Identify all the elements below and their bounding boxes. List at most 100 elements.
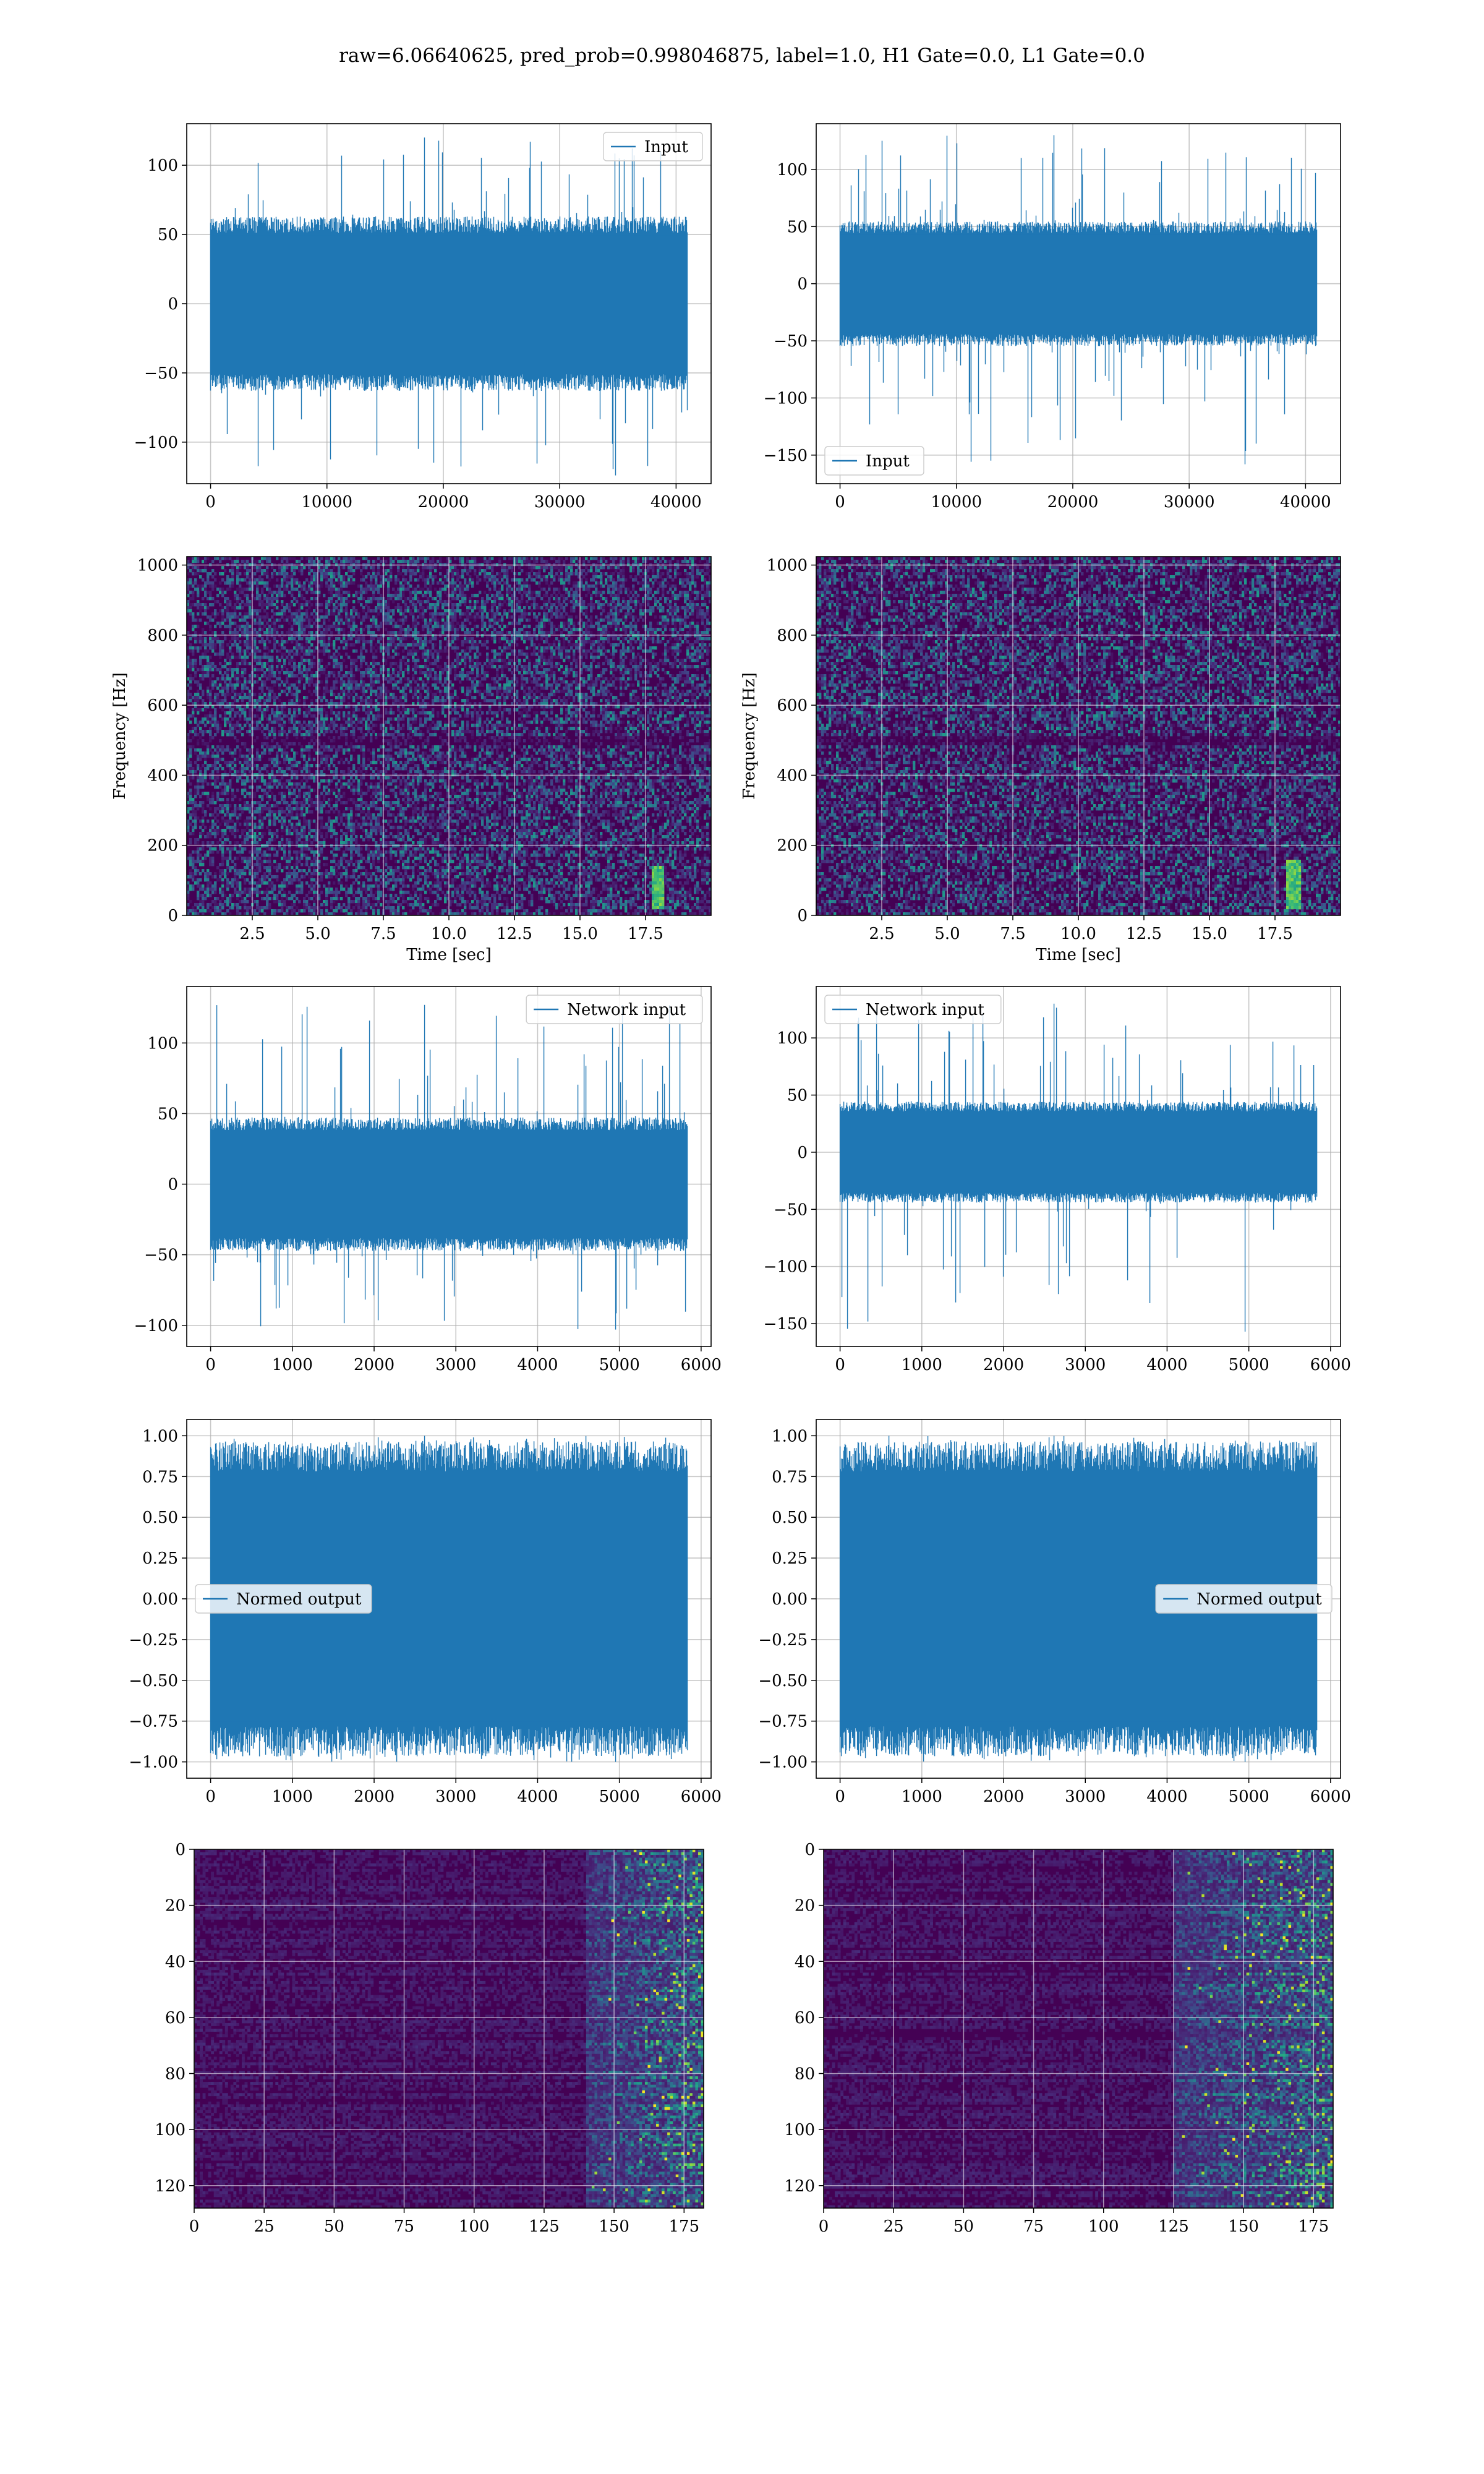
x-tick-label: 150: [1228, 2217, 1259, 2236]
legend: Normed output: [195, 1585, 372, 1613]
y-tick-label: 400: [777, 766, 808, 785]
y-tick-label: −0.50: [758, 1672, 808, 1690]
y-tick-label: 1000: [767, 557, 808, 575]
x-tick-label: 125: [529, 2217, 560, 2236]
x-tick-label: 150: [599, 2217, 629, 2236]
y-tick-label: 0: [797, 1144, 808, 1162]
y-tick-label: 800: [147, 627, 178, 645]
x-tick-label: 3000: [435, 1356, 476, 1374]
y-tick-label: 100: [147, 156, 178, 175]
y-tick-label: 20: [165, 1897, 186, 1915]
x-tick-label: 15.0: [1192, 925, 1227, 943]
x-tick-label: 5000: [1229, 1356, 1269, 1374]
x-tick-label: 2000: [354, 1787, 394, 1806]
y-tick-label: −50: [774, 1201, 808, 1219]
y-tick-label: 0: [797, 275, 808, 294]
y-tick-label: −0.75: [758, 1713, 808, 1731]
y-tick-label: 600: [147, 696, 178, 715]
x-tick-label: 12.5: [497, 925, 532, 943]
legend: Network input: [825, 995, 1001, 1024]
y-tick-label: 0: [168, 295, 178, 314]
y-tick-label: 0.75: [142, 1468, 178, 1486]
x-tick-label: 30000: [1164, 493, 1215, 511]
x-tick-label: 4000: [1146, 1356, 1187, 1374]
x-tick-label: 1000: [272, 1787, 313, 1806]
x-tick-label: 175: [1298, 2217, 1329, 2236]
x-tick-label: 0: [835, 493, 845, 511]
y-tick-label: 100: [777, 161, 808, 179]
x-tick-label: 50: [324, 2217, 344, 2236]
x-tick-label: 0: [835, 1787, 845, 1806]
x-tick-label: 30000: [534, 493, 586, 511]
y-tick-label: 0: [168, 1176, 178, 1194]
x-tick-label: 0: [205, 1787, 216, 1806]
legend-label: Network input: [567, 1001, 686, 1019]
x-axis-label: Time [sec]: [1036, 946, 1121, 964]
x-tick-label: 20000: [418, 493, 469, 511]
y-tick-label: 40: [795, 1953, 815, 1971]
x-tick-label: 5000: [599, 1356, 640, 1374]
y-tick-label: 0: [797, 907, 808, 925]
y-tick-label: 0.00: [142, 1590, 178, 1609]
x-tick-label: 1000: [902, 1356, 942, 1374]
x-tick-label: 5.0: [934, 925, 960, 943]
y-tick-label: 1.00: [772, 1427, 808, 1445]
y-tick-label: 100: [147, 1034, 178, 1053]
x-tick-label: 2000: [354, 1356, 394, 1374]
x-tick-label: 6000: [1310, 1356, 1351, 1374]
heatmap-image: [824, 1849, 1333, 2208]
y-tick-label: 800: [777, 627, 808, 645]
y-tick-label: −1.00: [129, 1753, 178, 1772]
legend-label: Normed output: [1196, 1590, 1322, 1609]
x-tick-label: 20000: [1047, 493, 1099, 511]
series-body: [840, 1113, 1317, 1191]
y-axis-label: Frequency [Hz]: [111, 672, 129, 800]
y-tick-label: 0.75: [772, 1468, 808, 1486]
y-tick-label: −100: [134, 434, 178, 452]
y-tick-label: 0.50: [772, 1509, 808, 1527]
x-tick-label: 10.0: [431, 925, 467, 943]
x-tick-label: 3000: [1065, 1787, 1106, 1806]
x-tick-label: 40000: [1280, 493, 1331, 511]
y-tick-label: −150: [764, 1315, 808, 1333]
x-tick-label: 0: [205, 1356, 216, 1374]
y-tick-label: 0.00: [772, 1590, 808, 1609]
x-tick-label: 175: [668, 2217, 699, 2236]
legend-label: Input: [644, 138, 688, 156]
legend: Input: [603, 132, 702, 161]
x-tick-label: 1000: [272, 1356, 313, 1374]
x-tick-label: 0: [835, 1356, 845, 1374]
y-tick-label: −100: [764, 389, 808, 408]
x-tick-label: 25: [254, 2217, 275, 2236]
x-tick-label: 5.0: [305, 925, 330, 943]
x-tick-label: 25: [884, 2217, 904, 2236]
series-body: [840, 235, 1317, 333]
y-tick-label: −0.75: [129, 1713, 178, 1731]
y-tick-label: −150: [764, 447, 808, 465]
x-tick-label: 40000: [650, 493, 702, 511]
legend: Normed output: [1156, 1585, 1332, 1613]
y-tick-label: 100: [784, 2121, 815, 2139]
y-tick-label: 0: [175, 1841, 186, 1859]
chart-h1-spectrogram: 2.5 5.0 7.5 10.0 12.5 15.0 17.5020040060080010…: [111, 557, 711, 964]
y-tick-label: −0.50: [129, 1672, 178, 1690]
x-tick-label: 1000: [902, 1787, 942, 1806]
y-tick-label: −100: [134, 1317, 178, 1335]
x-tick-label: 100: [459, 2217, 490, 2236]
figure-suptitle: raw=6.06640625, pred_prob=0.998046875, l…: [339, 45, 1145, 67]
chart-l1-spectrogram: 2.5 5.0 7.5 10.0 12.5 15.0 17.5020040060080010…: [740, 557, 1341, 964]
y-tick-label: 200: [777, 837, 808, 855]
x-tick-label: 3000: [1065, 1356, 1106, 1374]
y-tick-label: 50: [158, 1105, 178, 1123]
y-tick-label: 100: [155, 2121, 186, 2139]
legend: Network input: [526, 995, 702, 1024]
x-tick-label: 2.5: [869, 925, 894, 943]
x-tick-label: 5000: [1229, 1787, 1269, 1806]
x-tick-label: 4000: [517, 1356, 558, 1374]
y-tick-label: 1000: [137, 557, 178, 575]
series-body: [211, 1132, 688, 1236]
y-tick-label: 0.25: [142, 1549, 178, 1568]
y-tick-label: −50: [144, 364, 178, 383]
x-tick-label: 0: [189, 2217, 200, 2236]
